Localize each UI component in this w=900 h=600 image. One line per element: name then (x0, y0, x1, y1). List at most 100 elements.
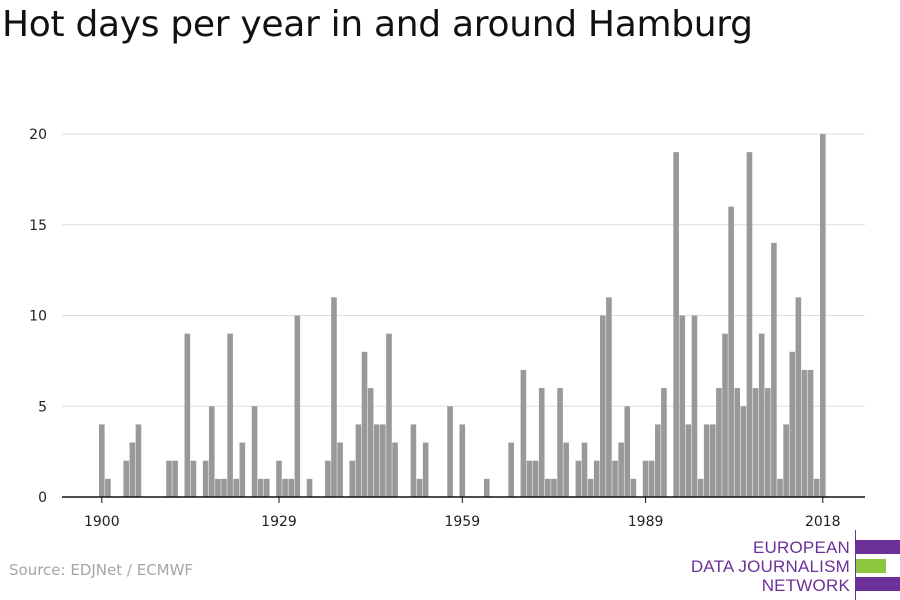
bar-2004 (734, 388, 741, 497)
bar-1953 (422, 442, 429, 497)
edjnet-logo: EUROPEAN DATA JOURNALISM NETWORK (691, 530, 900, 600)
bar-1945 (373, 424, 380, 497)
y-tick-label-15: 15 (29, 218, 47, 234)
logo-line-network: NETWORK (761, 576, 850, 595)
bar-2002 (722, 333, 728, 497)
bar-1919 (215, 478, 221, 497)
y-tick-label-0: 0 (38, 490, 47, 506)
bar-1947 (386, 333, 392, 497)
bar-1952 (416, 478, 423, 497)
bar-1984 (612, 460, 618, 497)
bar-1994 (673, 152, 679, 497)
bar-1931 (288, 478, 295, 497)
bar-2013 (789, 351, 796, 497)
y-tick-label-5: 5 (38, 399, 47, 415)
bar-1917 (202, 460, 209, 497)
bar-1998 (697, 478, 704, 497)
bar-1957 (447, 406, 453, 497)
bar-1904 (123, 460, 130, 497)
bar-1943 (361, 351, 368, 497)
bar-1929 (276, 460, 282, 497)
bar-1921 (227, 333, 233, 497)
bar-1975 (557, 388, 563, 497)
bar-1932 (294, 315, 301, 497)
bar-2009 (764, 388, 771, 497)
bar-1946 (380, 424, 386, 497)
bar-1925 (251, 406, 258, 497)
bar-2000 (710, 424, 716, 497)
bar-2005 (740, 406, 747, 497)
bar-2014 (795, 297, 802, 497)
logo-text: EUROPEAN DATA JOURNALISM NETWORK (691, 538, 850, 595)
bar-1987 (630, 478, 637, 497)
y-axis: 0 5 10 15 20 (29, 127, 47, 506)
bar-1937 (325, 460, 331, 497)
bar-1974 (551, 478, 557, 497)
bar-1941 (349, 460, 356, 497)
bar-1997 (691, 315, 698, 497)
bar-1939 (337, 442, 343, 497)
bar-1920 (221, 478, 227, 497)
bar-1969 (520, 369, 527, 497)
bar-1934 (306, 478, 313, 497)
bar-1942 (355, 424, 362, 497)
bar-2006 (746, 152, 753, 497)
bar-1999 (703, 424, 710, 497)
bars (99, 134, 826, 497)
bar-2001 (716, 388, 722, 497)
bar-1985 (618, 442, 624, 497)
x-axis: 1900 1929 1959 1989 2018 (62, 496, 865, 530)
bar-2017 (813, 478, 820, 497)
bar-2010 (771, 242, 777, 497)
bar-1912 (172, 460, 178, 497)
bar-1978 (575, 460, 582, 497)
bar-1995 (679, 315, 686, 497)
bar-2011 (777, 478, 783, 497)
bar-1906 (135, 424, 142, 497)
bar-1986 (624, 406, 631, 497)
logo-bar-top (856, 540, 900, 554)
bar-1911 (166, 460, 172, 497)
bar-1923 (239, 442, 246, 497)
source-note: Source: EDJNet / ECMWF (9, 561, 194, 579)
bar-1901 (105, 478, 111, 497)
bar-1944 (367, 388, 374, 497)
bar-1992 (661, 388, 667, 497)
bar-1970 (526, 460, 533, 497)
bar-1980 (587, 478, 594, 497)
bar-1963 (483, 478, 490, 497)
x-tick-label-2018: 2018 (805, 514, 841, 530)
x-tick-label-1959: 1959 (444, 514, 480, 530)
y-tick-label-20: 20 (29, 127, 47, 143)
y-tick-label-10: 10 (29, 309, 47, 325)
gridlines (62, 133, 865, 407)
bar-1981 (593, 460, 600, 497)
bar-1900 (99, 424, 105, 497)
bar-2003 (728, 206, 734, 497)
bar-1976 (563, 442, 569, 497)
bar-1905 (129, 442, 136, 497)
bar-1922 (233, 478, 240, 497)
bar-1959 (459, 424, 466, 497)
chart-title: Hot days per year in and around Hamburg (2, 4, 753, 45)
bar-1982 (600, 315, 606, 497)
bar-2007 (752, 388, 759, 497)
bar-2016 (807, 369, 814, 497)
bar-1990 (648, 460, 655, 497)
bar-1915 (190, 460, 197, 497)
logo-line-european: EUROPEAN (752, 538, 850, 557)
bar-1973 (545, 478, 551, 497)
bar-2012 (783, 424, 789, 497)
bar-1918 (208, 406, 215, 497)
bar-1996 (685, 424, 692, 497)
logo-line-data-journalism: DATA JOURNALISM (690, 557, 850, 576)
bar-1914 (184, 333, 191, 497)
bar-2008 (758, 333, 765, 497)
bar-1948 (392, 442, 398, 497)
bar-1991 (655, 424, 661, 497)
logo-bar-bottom (856, 577, 900, 591)
logo-bar-middle (856, 559, 886, 573)
bar-1926 (257, 478, 264, 497)
x-tick-label-1989: 1989 (628, 514, 664, 530)
